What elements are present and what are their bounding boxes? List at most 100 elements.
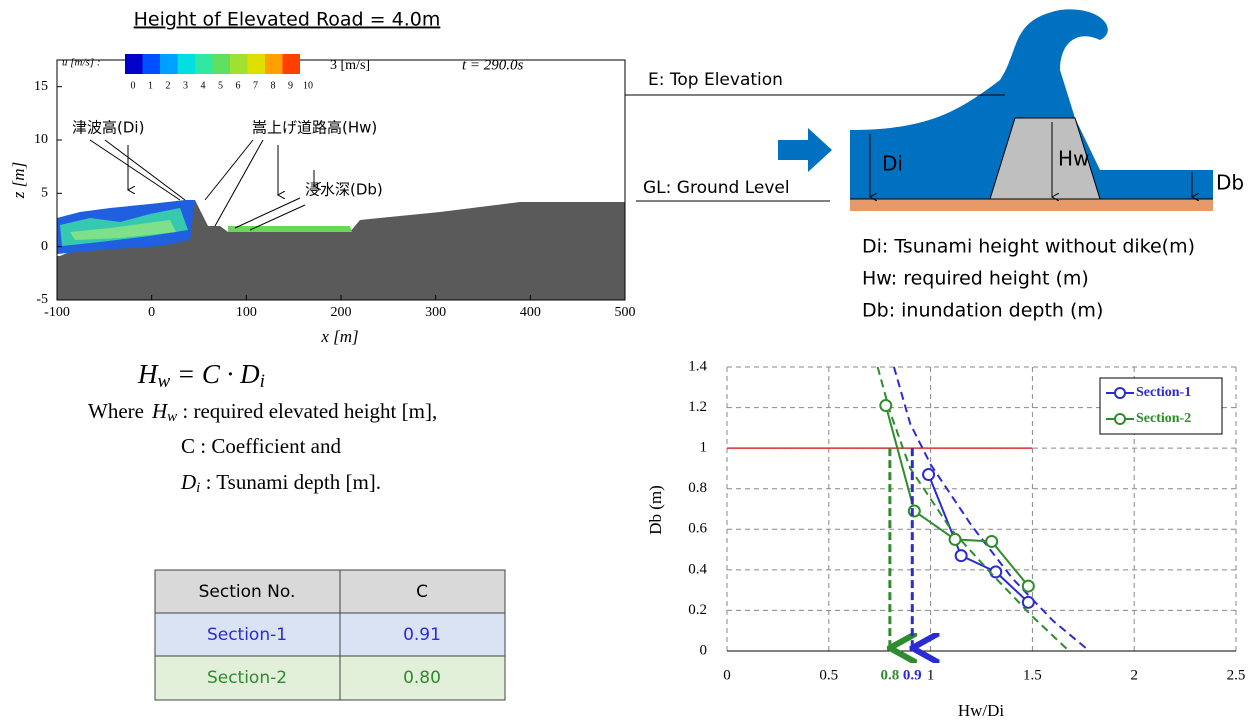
colorbar-cell — [160, 54, 178, 74]
series-line — [927, 474, 1030, 604]
colorbar-cell — [195, 54, 213, 74]
eq-part: w — [158, 371, 171, 392]
where-sub: i — [196, 480, 200, 496]
x-tick-label: 0 — [723, 667, 731, 683]
y-tick-label: 0.8 — [688, 480, 707, 496]
colorbar-tick-label: 5 — [218, 80, 223, 91]
colorbar-tick-label: 0 — [131, 80, 136, 91]
colorbar-tick-label: 6 — [236, 80, 241, 91]
table-cell: 0.80 — [403, 668, 441, 688]
sim-annotation: 嵩上げ道路高(Hw) — [252, 119, 377, 137]
sim-x-tick-label: 100 — [236, 305, 257, 320]
y-tick-label: 1.4 — [688, 358, 707, 374]
sim-y-tick-label: 15 — [34, 79, 48, 94]
colorbar-cell — [265, 54, 283, 74]
where-symbol: H — [151, 399, 169, 423]
table-cell: Section-1 — [207, 625, 287, 645]
legend-swatch — [1114, 413, 1126, 425]
colorbar-cell — [212, 54, 230, 74]
sim-y-tick-label: -5 — [36, 292, 48, 307]
data-point — [907, 504, 921, 518]
sim-annotation: 浸水深(Db) — [305, 181, 383, 199]
scale-label: 3 [m/s] — [330, 58, 370, 73]
colorbar-tick-label: 1 — [148, 80, 153, 91]
y-axis-label: Db (m) — [646, 485, 665, 535]
table-header: C — [416, 582, 428, 602]
dike-diagram — [625, 9, 1213, 211]
x-tick-label: 1 — [927, 667, 935, 683]
where-text: : Coefficient and — [195, 434, 341, 458]
diagram-legend: Hw: required height (m) — [862, 268, 1089, 290]
data-point — [1021, 595, 1035, 609]
data-point — [1021, 579, 1035, 593]
marker-label: 0.9 — [903, 667, 922, 683]
x-tick-label: 1.5 — [1023, 667, 1042, 683]
where-text: : Tsunami depth [m]. — [200, 470, 381, 494]
sim-x-tick-label: 500 — [615, 305, 636, 320]
colorbar-tick-label: 9 — [288, 80, 293, 91]
y-tick-label: 0.2 — [688, 602, 707, 618]
data-point — [922, 468, 936, 482]
colorbar-label: u [m/s] : — [62, 57, 101, 69]
sim-x-tick-label: 0 — [148, 305, 155, 320]
colorbar: 0 1 2 3 4 5 6 7 8 9 10 — [125, 54, 313, 91]
where-line: Di : Tsunami depth [m]. — [180, 470, 381, 497]
colorbar-cell — [247, 54, 265, 74]
sim-title: Height of Elevated Road = 4.0m — [134, 9, 441, 31]
sim-ylabel: z [m] — [9, 162, 28, 199]
eq-part: H — [137, 359, 159, 389]
data-point — [948, 532, 962, 546]
data-point — [985, 534, 999, 548]
y-tick-label: 0 — [700, 642, 708, 658]
data-point — [879, 399, 893, 413]
data-point — [954, 549, 968, 563]
legend-swatch — [1114, 387, 1126, 399]
eq-part: i — [260, 371, 265, 392]
diagram-label: GL: Ground Level — [643, 178, 790, 198]
where-sub: w — [167, 409, 177, 425]
trend-line — [876, 366, 1070, 652]
colorbar-cell — [125, 54, 143, 74]
x-tick-label: 2 — [1130, 667, 1138, 683]
y-tick-label: 0.4 — [688, 561, 707, 577]
sim-terrain — [57, 200, 625, 300]
where-prefix: Where — [88, 399, 144, 423]
table — [154, 569, 506, 701]
x-axis-label: Hw/Di — [958, 701, 1005, 720]
chart: 00.20.40.60.811.21.40 0.5 1 1.5 2 2.50.8 0.9Se… — [688, 358, 1245, 683]
diagram-label: Db — [1216, 171, 1244, 195]
colorbar-tick-label: 10 — [303, 80, 313, 91]
equation: Hw = C · Di — [137, 359, 265, 392]
legend-label: Section-1 — [1136, 385, 1191, 400]
sim-x-tick-label: -100 — [44, 305, 70, 320]
colorbar-tick-label: 2 — [166, 80, 171, 91]
time-label: t = 290.0s — [462, 57, 524, 73]
eq-part: = C · D — [170, 359, 260, 389]
marker-label: 0.8 — [881, 667, 900, 683]
sim-xlabel: x [m] — [320, 327, 358, 346]
sim-annotation-lines — [89, 139, 314, 231]
colorbar-cell — [282, 54, 300, 74]
colorbar-tick-label: 4 — [201, 80, 206, 91]
sim-y-tick-label: 5 — [41, 186, 48, 201]
where-symbol: D — [180, 470, 196, 494]
diagram-label: Hw — [1058, 147, 1089, 171]
colorbar-tick-label: 3 — [183, 80, 188, 91]
legend-label: Section-2 — [1136, 411, 1191, 426]
colorbar-cell — [142, 54, 160, 74]
where-line: Where Hw : required elevated height [m], — [88, 399, 437, 426]
trend-line — [892, 366, 1091, 652]
table-cell: Section-2 — [207, 668, 287, 688]
x-tick-label: 0.5 — [819, 667, 838, 683]
y-tick-label: 0.6 — [688, 521, 707, 537]
colorbar-tick-label: 8 — [271, 80, 276, 91]
colorbar-cell — [177, 54, 195, 74]
where-symbol: C — [181, 434, 195, 458]
sim-y-tick-label: 0 — [41, 239, 48, 254]
sim-annotation: 津波高(Di) — [72, 119, 144, 137]
sim-y-tick-label: 10 — [34, 132, 48, 147]
where-text: : required elevated height [m], — [177, 399, 437, 423]
